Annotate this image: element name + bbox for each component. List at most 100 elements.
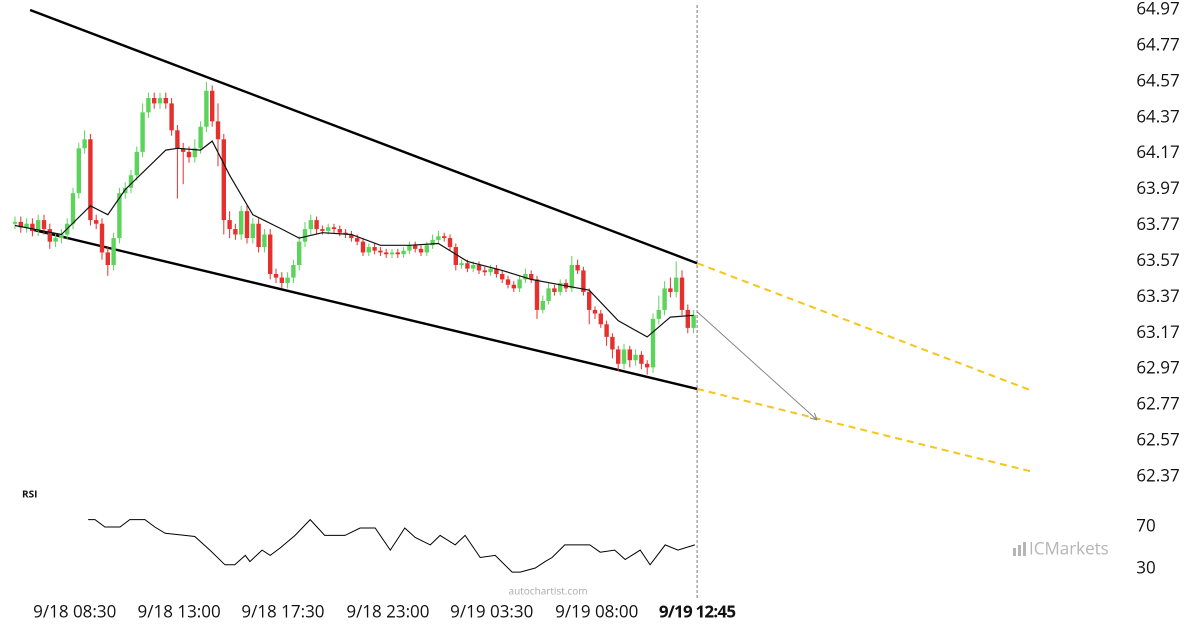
candle-body <box>569 265 574 289</box>
candle-body <box>285 277 290 283</box>
candle-body <box>442 236 447 239</box>
candle-body <box>552 288 557 292</box>
candle-body <box>41 220 47 230</box>
candle-body <box>471 265 476 269</box>
candle-body <box>99 223 105 253</box>
candle-body <box>227 220 232 230</box>
candle-body <box>558 282 563 292</box>
candle-body <box>575 265 580 271</box>
x-tick-label: 9/18 13:00 <box>138 600 221 623</box>
candle-body <box>436 236 441 240</box>
candle-body <box>482 270 487 273</box>
candle-body <box>18 221 23 228</box>
x-tick-label: 9/19 08:00 <box>555 600 638 623</box>
candle-body <box>349 234 354 239</box>
logo-icon <box>1013 542 1026 556</box>
candle-body <box>407 245 412 251</box>
candle-body <box>117 193 122 239</box>
candle-body <box>250 223 255 239</box>
candle-body <box>314 220 319 230</box>
moving-average <box>14 140 694 338</box>
candle-body <box>111 238 116 266</box>
candle-body <box>453 247 458 266</box>
candle-body <box>587 291 592 310</box>
x-tick-label: 9/18 23:00 <box>346 600 429 623</box>
projection-line <box>696 262 1033 392</box>
candle-body <box>105 252 110 266</box>
candle-body <box>337 229 342 233</box>
y-tick-label: 64.77 <box>1136 32 1179 55</box>
candle-body <box>186 151 192 158</box>
candle-body <box>546 288 551 301</box>
candle-body <box>152 97 157 104</box>
candle-body <box>134 151 139 176</box>
candle-body <box>662 288 667 310</box>
candle-body <box>465 263 470 269</box>
y-tick-label: 63.97 <box>1136 176 1179 199</box>
candle-body <box>210 90 215 122</box>
candle-body <box>181 148 186 152</box>
candle-body <box>198 126 203 149</box>
candle-body <box>424 245 429 253</box>
candle-body <box>674 277 679 292</box>
y-tick-label: 63.77 <box>1136 212 1179 235</box>
candle-body <box>621 349 627 364</box>
projection-line <box>696 387 1032 473</box>
candle-body <box>459 263 464 266</box>
y-tick-label: 64.17 <box>1136 140 1179 163</box>
x-tick-label: 9/18 08:30 <box>33 600 116 623</box>
x-tick-label: 9/18 17:30 <box>241 600 324 623</box>
y-tick-label: 64.97 <box>1136 0 1179 20</box>
candle-body <box>604 324 609 337</box>
candle-body <box>140 112 145 152</box>
candle-body <box>384 252 389 255</box>
candle-body <box>523 274 528 280</box>
candle-body <box>494 268 499 274</box>
candle-body <box>157 97 163 104</box>
candle-body <box>12 221 18 224</box>
candle-body <box>59 234 64 239</box>
candle-body <box>529 274 534 280</box>
candle-body <box>88 139 93 221</box>
candle-body <box>372 247 377 251</box>
candle-body <box>488 268 493 273</box>
candle-body <box>163 97 168 104</box>
candle-body <box>360 241 366 253</box>
candle-body <box>645 363 650 368</box>
y-tick-label: 62.77 <box>1136 392 1179 415</box>
candle-body <box>239 211 244 235</box>
candle-body <box>70 193 76 224</box>
forecast-arrow <box>696 311 817 420</box>
candle-body <box>627 349 632 361</box>
candle-body <box>221 139 226 221</box>
candle-body <box>76 148 81 194</box>
candle-body <box>204 90 209 127</box>
y-tick-label: 62.57 <box>1136 428 1179 451</box>
candle-body <box>378 250 383 253</box>
candle-body <box>169 103 174 131</box>
candle-body <box>656 309 661 319</box>
candle-body <box>256 223 261 248</box>
candle-body <box>500 274 505 280</box>
y-tick-label: 62.37 <box>1136 463 1179 486</box>
candle-body <box>685 309 690 328</box>
rsi-line <box>88 518 695 573</box>
candle-body <box>355 238 360 242</box>
candle-body <box>581 270 586 292</box>
x-tick-label: 9/19 12:45 <box>659 600 735 623</box>
candle-body <box>476 265 482 271</box>
candle-body <box>401 250 406 255</box>
candle-body <box>691 315 696 328</box>
candle-body <box>540 300 545 310</box>
candle-body <box>146 97 151 113</box>
candle-body <box>30 223 35 231</box>
candle-body <box>366 247 371 253</box>
rsi-title: RSI <box>22 487 37 501</box>
candle-body <box>297 241 302 266</box>
candle-body <box>94 220 99 224</box>
candle-body <box>395 252 400 255</box>
candle-body <box>47 229 52 242</box>
candle-body <box>53 238 58 242</box>
candle-body <box>326 227 331 231</box>
trend-line <box>29 227 698 391</box>
